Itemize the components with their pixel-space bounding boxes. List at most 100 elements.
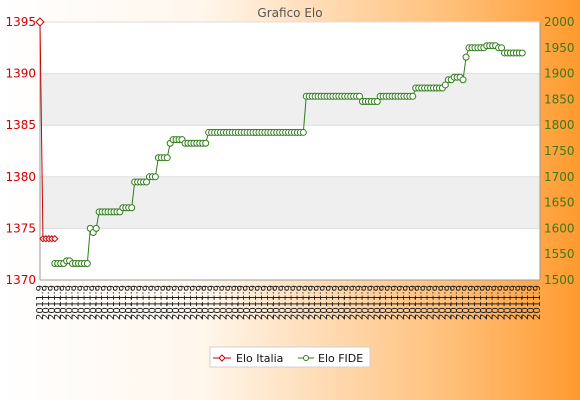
- right-tick-label: 1750: [544, 144, 575, 158]
- point-elo-fide: [518, 49, 526, 57]
- point-elo-fide: [163, 154, 171, 162]
- x-tick-label: 2011.9: [289, 285, 300, 320]
- x-tick-label: 2011.9: [224, 285, 235, 320]
- x-tick-label: 2011.9: [325, 285, 336, 320]
- point-elo-fide: [459, 76, 467, 84]
- x-tick-label: 2011.9: [278, 285, 289, 320]
- x-tick-label: 2011.9: [284, 285, 295, 320]
- x-tick-label: 2011.9: [431, 285, 442, 320]
- x-tick-label: 2011.9: [414, 285, 425, 320]
- left-y-axis: 1370 1375 1380 1385 1390 1395: [5, 15, 41, 287]
- x-tick-label: 2011.9: [201, 285, 212, 320]
- series-layer: [35, 17, 526, 267]
- x-tick-label: 2011.9: [177, 285, 188, 320]
- x-tick-label: 2011.9: [485, 285, 496, 320]
- x-tick-label: 2011.9: [295, 285, 306, 320]
- x-tick-label: 2011.9: [502, 285, 513, 320]
- x-tick-label: 2011.9: [153, 285, 164, 320]
- x-tick-label: 2011.9: [301, 285, 312, 320]
- x-tick-label: 2011.9: [236, 285, 247, 320]
- x-tick-label: 2011.9: [343, 285, 354, 320]
- x-tick-label: 2011.9: [461, 285, 472, 320]
- grid-band: [40, 228, 540, 280]
- right-tick-label: 1600: [544, 221, 575, 235]
- x-tick-label: 2011.9: [443, 285, 454, 320]
- right-tick-label: 1800: [544, 118, 575, 132]
- x-tick-label: 2011.9: [76, 285, 87, 320]
- x-tick-label: 2011.9: [100, 285, 111, 320]
- x-tick-label: 2011.9: [59, 285, 70, 320]
- x-tick-label: 2011.9: [319, 285, 330, 320]
- right-tick-label: 2000: [544, 15, 575, 29]
- x-tick-label: 2011.9: [165, 285, 176, 320]
- x-tick-label: 2011.9: [508, 285, 519, 320]
- x-tick-label: 2011.9: [112, 285, 123, 320]
- x-tick-label: 2011.9: [360, 285, 371, 320]
- right-tick-label: 1900: [544, 67, 575, 81]
- grid-band: [40, 22, 540, 74]
- point-elo-fide: [92, 224, 100, 232]
- left-tick-label: 1380: [5, 170, 36, 184]
- x-tick-label: 2011.9: [94, 285, 105, 320]
- point-elo-fide: [202, 139, 210, 147]
- x-tick-label: 2011.9: [408, 285, 419, 320]
- x-tick-label: 2011.9: [82, 285, 93, 320]
- x-tick-label: 2011.9: [479, 285, 490, 320]
- x-tick-label: 2011.9: [378, 285, 389, 320]
- left-tick-label: 1390: [5, 67, 36, 81]
- x-tick-label: 2011.9: [159, 285, 170, 320]
- x-tick-label: 2011.9: [402, 285, 413, 320]
- right-tick-label: 1950: [544, 41, 575, 55]
- x-tick-label: 2011.9: [497, 285, 508, 320]
- point-elo-fide: [151, 173, 159, 181]
- x-axis: 2011.92011.92011.92011.92011.92011.92011…: [35, 279, 543, 320]
- right-tick-label: 1700: [544, 170, 575, 184]
- right-tick-label: 1550: [544, 247, 575, 261]
- x-tick-label: 2011.9: [65, 285, 76, 320]
- x-tick-label: 2011.9: [307, 285, 318, 320]
- x-tick-label: 2011.9: [53, 285, 64, 320]
- point-elo-italia: [51, 235, 59, 243]
- x-tick-label: 2011.9: [88, 285, 99, 320]
- plot-bands: [40, 21, 540, 281]
- x-tick-label: 2011.9: [71, 285, 82, 320]
- legend: Elo Italia Elo FIDE: [209, 346, 371, 368]
- x-tick-label: 2011.9: [437, 285, 448, 320]
- x-tick-label: 2011.9: [171, 285, 182, 320]
- left-tick-label: 1370: [5, 273, 36, 287]
- x-tick-label: 2011.9: [390, 285, 401, 320]
- point-elo-fide: [143, 178, 151, 186]
- right-y-axis: 1500 1550 1600 1650 1700 1750 1800 1850 1900 1950…: [539, 15, 575, 287]
- x-tick-label: 2011.9: [396, 285, 407, 320]
- x-tick-label: 2011.9: [313, 285, 324, 320]
- x-tick-label: 2011.9: [124, 285, 135, 320]
- x-tick-label: 2011.9: [449, 285, 460, 320]
- x-tick-label: 2011.9: [526, 285, 537, 320]
- x-tick-label: 2011.9: [384, 285, 395, 320]
- x-tick-label: 2011.9: [266, 285, 277, 320]
- x-tick-label: 2011.9: [207, 285, 218, 320]
- x-tick-label: 2011.9: [130, 285, 141, 320]
- chart-title: Grafico Elo: [257, 6, 322, 20]
- x-tick-label: 2011.9: [426, 285, 437, 320]
- left-tick-label: 1375: [5, 221, 36, 235]
- x-tick-label: 2011.9: [106, 285, 117, 320]
- x-tick-label: 2011.9: [189, 285, 200, 320]
- x-tick-label: 2011.9: [331, 285, 342, 320]
- grid-band: [40, 73, 540, 126]
- point-elo-fide: [83, 259, 91, 267]
- x-tick-label: 2011.9: [41, 285, 52, 320]
- x-tick-label: 2011.9: [355, 285, 366, 320]
- point-elo-fide: [299, 128, 307, 136]
- x-tick-label: 2011.9: [254, 285, 265, 320]
- x-tick-label: 2011.9: [47, 285, 58, 320]
- x-tick-label: 2011.9: [520, 285, 531, 320]
- x-tick-label: 2011.9: [118, 285, 129, 320]
- x-tick-label: 2011.9: [218, 285, 229, 320]
- point-elo-fide: [373, 97, 381, 105]
- x-tick-label: 2011.9: [136, 285, 147, 320]
- x-tick-label: 2011.9: [142, 285, 153, 320]
- right-tick-label: 1850: [544, 92, 575, 106]
- left-tick-label: 1395: [5, 15, 36, 29]
